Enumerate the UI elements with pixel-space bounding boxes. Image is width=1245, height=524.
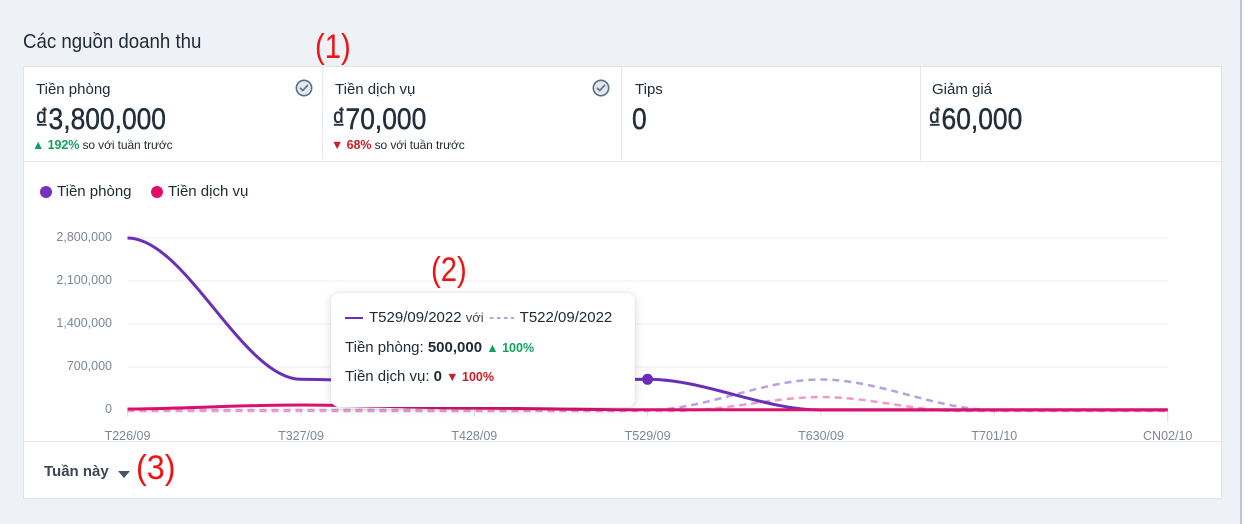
svg-text:T428/09: T428/09 [451,429,497,443]
svg-text:2,100,000: 2,100,000 [56,273,112,287]
svg-text:1,400,000: 1,400,000 [56,316,112,330]
svg-text:T529/09: T529/09 [625,429,671,443]
svg-text:T327/09: T327/09 [278,429,324,443]
svg-text:T701/10: T701/10 [971,429,1017,443]
svg-text:2,800,000: 2,800,000 [56,230,112,244]
svg-text:CN02/10: CN02/10 [1143,429,1192,443]
svg-text:0: 0 [105,402,112,416]
svg-text:T226/09: T226/09 [105,429,151,443]
svg-text:700,000: 700,000 [67,359,112,373]
svg-text:T630/09: T630/09 [798,429,844,443]
